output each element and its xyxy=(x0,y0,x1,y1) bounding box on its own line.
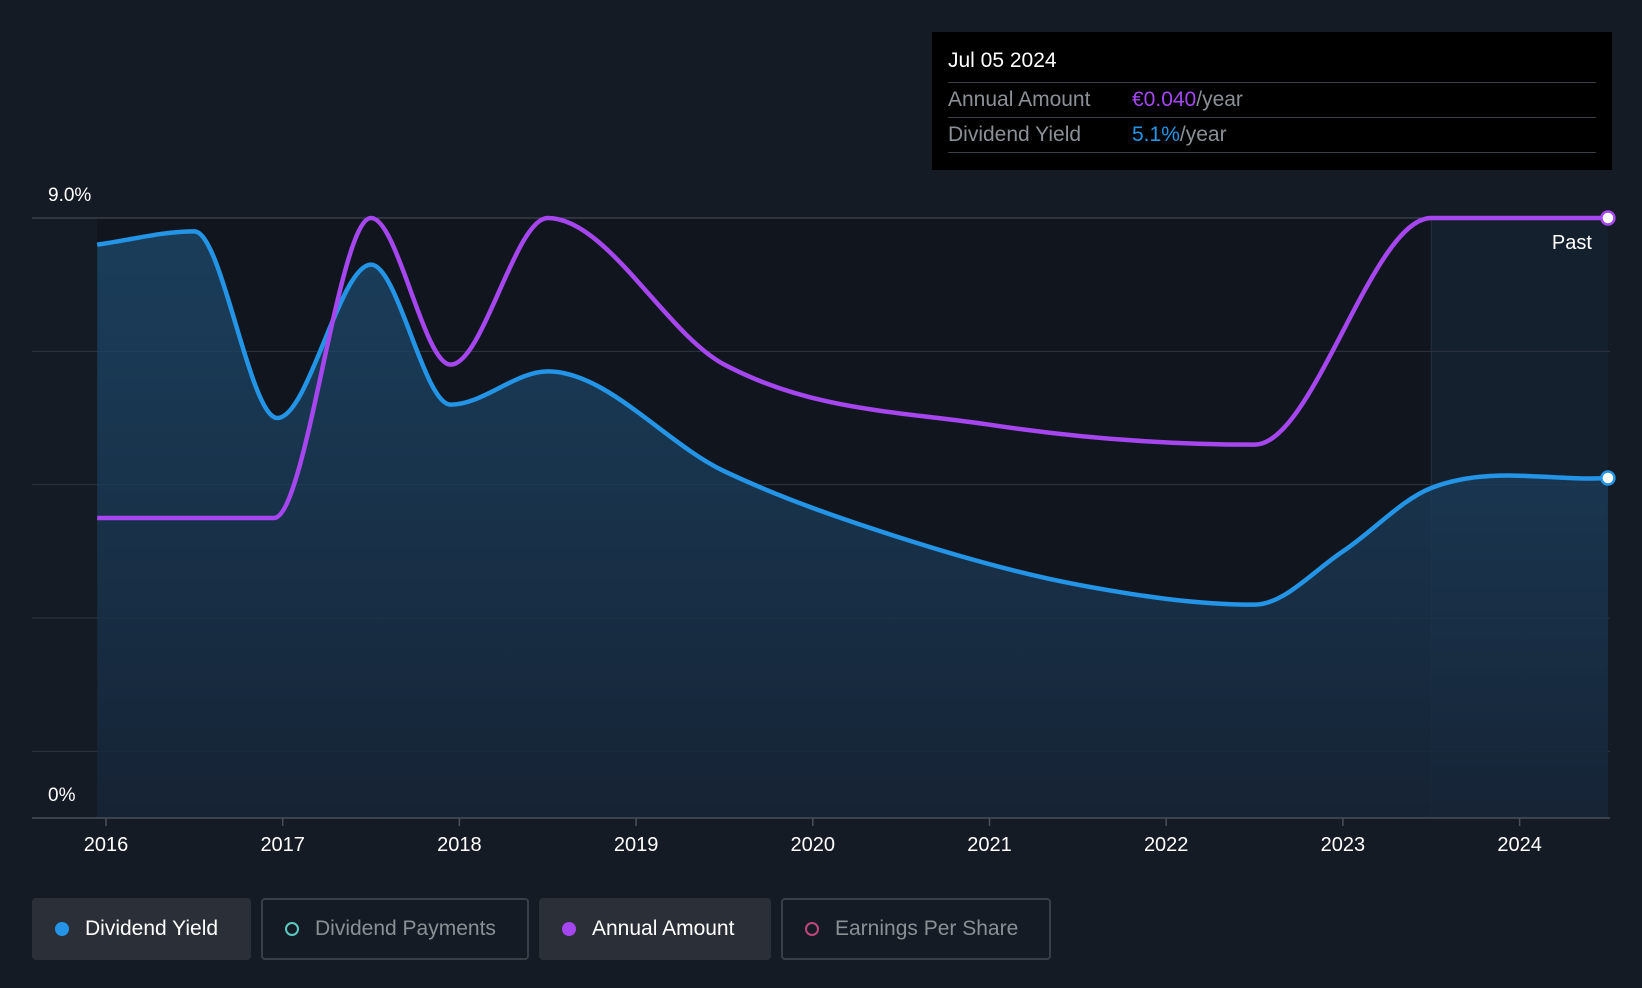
tooltip-annual-label: Annual Amount xyxy=(948,88,1091,111)
legend-annual-amount-button[interactable]: Annual Amount xyxy=(539,898,771,960)
dividend-yield-area xyxy=(97,231,1608,819)
x-axis-tick-label: 2016 xyxy=(84,834,129,856)
tooltip-annual-row: Annual Amount €0.040 /year xyxy=(948,83,1596,118)
tooltip-annual-value: €0.040 xyxy=(1132,88,1197,111)
annual-amount-end-point xyxy=(1600,210,1616,226)
chart-legend: Dividend Yield Dividend Payments Annual … xyxy=(32,898,1051,960)
legend-dividend-yield-button[interactable]: Dividend Yield xyxy=(32,898,251,960)
x-axis-tick-label: 2024 xyxy=(1497,834,1542,856)
legend-annual-amount-label: Annual Amount xyxy=(592,917,735,940)
y-axis-top-label: 9.0% xyxy=(48,185,91,206)
chart-tooltip: Jul 05 2024 Annual Amount €0.040 /year D… xyxy=(932,32,1612,170)
x-axis-tick-label: 2018 xyxy=(437,834,482,856)
legend-earnings-per-share-button[interactable]: Earnings Per Share xyxy=(781,898,1051,960)
legend-dividend-yield-dot-icon xyxy=(55,922,69,936)
dividend-yield-line xyxy=(96,229,1609,607)
tooltip-yield-label: Dividend Yield xyxy=(948,123,1082,146)
past-label: Past xyxy=(1552,232,1592,254)
tooltip-date: Jul 05 2024 xyxy=(948,32,1596,83)
tooltip-annual-unit: /year xyxy=(1196,88,1243,111)
x-axis-tick-label: 2019 xyxy=(614,834,659,856)
x-axis-tick-label: 2020 xyxy=(791,834,836,856)
legend-earnings-per-share-label: Earnings Per Share xyxy=(835,917,1019,940)
legend-annual-amount-dot-icon xyxy=(562,922,576,936)
tooltip-yield-value: 5.1% xyxy=(1132,123,1180,146)
annual-amount-line xyxy=(97,215,1608,521)
x-axis-tick-label: 2021 xyxy=(967,834,1012,856)
legend-dividend-payments-button[interactable]: Dividend Payments xyxy=(261,898,529,960)
legend-dividend-payments-label: Dividend Payments xyxy=(315,917,496,940)
x-axis-tick-label: 2022 xyxy=(1144,834,1189,856)
legend-dividend-payments-dot-icon xyxy=(285,922,299,936)
y-axis-bottom-label: 0% xyxy=(48,785,76,806)
tooltip-yield-unit: /year xyxy=(1179,123,1227,146)
legend-earnings-per-share-dot-icon xyxy=(805,922,819,936)
legend-dividend-yield-label: Dividend Yield xyxy=(85,917,219,940)
x-axis-tick-label: 2017 xyxy=(260,834,305,856)
tooltip-yield-row: Dividend Yield 5.1% /year xyxy=(948,118,1596,153)
dividend-yield-end-point xyxy=(1600,470,1616,486)
x-axis-tick-label: 2023 xyxy=(1321,834,1366,856)
